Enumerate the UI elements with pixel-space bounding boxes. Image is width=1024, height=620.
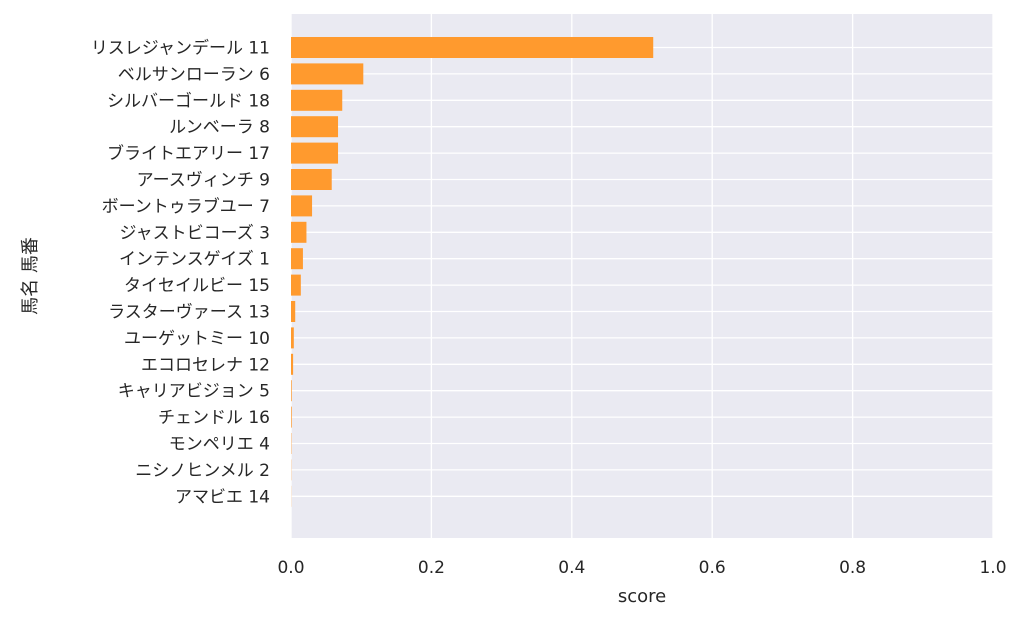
y-tick-labels: リスレジャンデール 11 ベルサンローラン 6 シルバーゴールド 18 ルンベーラ 8… [91, 38, 270, 508]
x-tick-label: 0.8 [839, 558, 866, 578]
bar [291, 169, 332, 190]
y-tick-label: ベルサンローラン 6 [118, 65, 270, 85]
x-tick-label: 0.2 [418, 558, 445, 578]
bar [291, 327, 294, 349]
bar [291, 221, 307, 243]
y-tick-label: ラスターヴァース 13 [108, 303, 270, 323]
y-tick-label: ボーントゥラブユー 7 [102, 196, 270, 217]
bar [291, 301, 296, 322]
y-tick-label: アマビエ 14 [175, 487, 270, 507]
bar [291, 116, 339, 138]
y-tick-label: エコロセレナ 12 [141, 355, 270, 375]
bar [291, 89, 343, 111]
y-tick-label: チェンドル 16 [158, 408, 270, 428]
bar [291, 248, 303, 270]
bar [291, 142, 339, 164]
y-tick-label: モンペリエ 4 [169, 435, 270, 455]
bars [291, 37, 654, 507]
x-axis-title: score [618, 586, 666, 607]
y-tick-label: キャリアビジョン 5 [118, 382, 270, 402]
x-tick-label: 0.6 [699, 558, 726, 578]
y-tick-label: ルンベーラ 8 [169, 118, 270, 138]
y-tick-label: ユーゲットミー 10 [124, 329, 270, 349]
y-tick-label: リスレジャンデール 11 [91, 38, 270, 59]
bar [291, 274, 301, 296]
y-gridlines [291, 46, 993, 497]
y-tick-label: ブライトエアリー 17 [107, 143, 270, 164]
bar [291, 353, 294, 375]
y-axis-title: 馬名 馬番 [20, 237, 41, 315]
x-tick-labels: 0.0 0.2 0.4 0.6 0.8 1.0 [277, 558, 1006, 578]
bar [291, 37, 654, 58]
y-tick-label: シルバーゴールド 18 [107, 90, 270, 111]
y-tick-label: タイセイルビー 15 [124, 276, 270, 296]
bar [291, 406, 292, 428]
y-tick-label: インテンスゲイズ 1 [119, 250, 270, 270]
plot-background [291, 14, 993, 538]
y-tick-label: アースヴィンチ 9 [137, 171, 270, 191]
y-tick-label: ニシノヒンメル 2 [135, 461, 270, 481]
x-tick-label: 0.0 [277, 558, 304, 578]
bar [291, 195, 313, 217]
x-tick-label: 0.4 [558, 558, 585, 578]
x-tick-label: 1.0 [979, 558, 1006, 578]
y-tick-label: ジャストビコーズ 3 [119, 223, 270, 243]
bar [291, 63, 364, 85]
bar [291, 380, 292, 402]
